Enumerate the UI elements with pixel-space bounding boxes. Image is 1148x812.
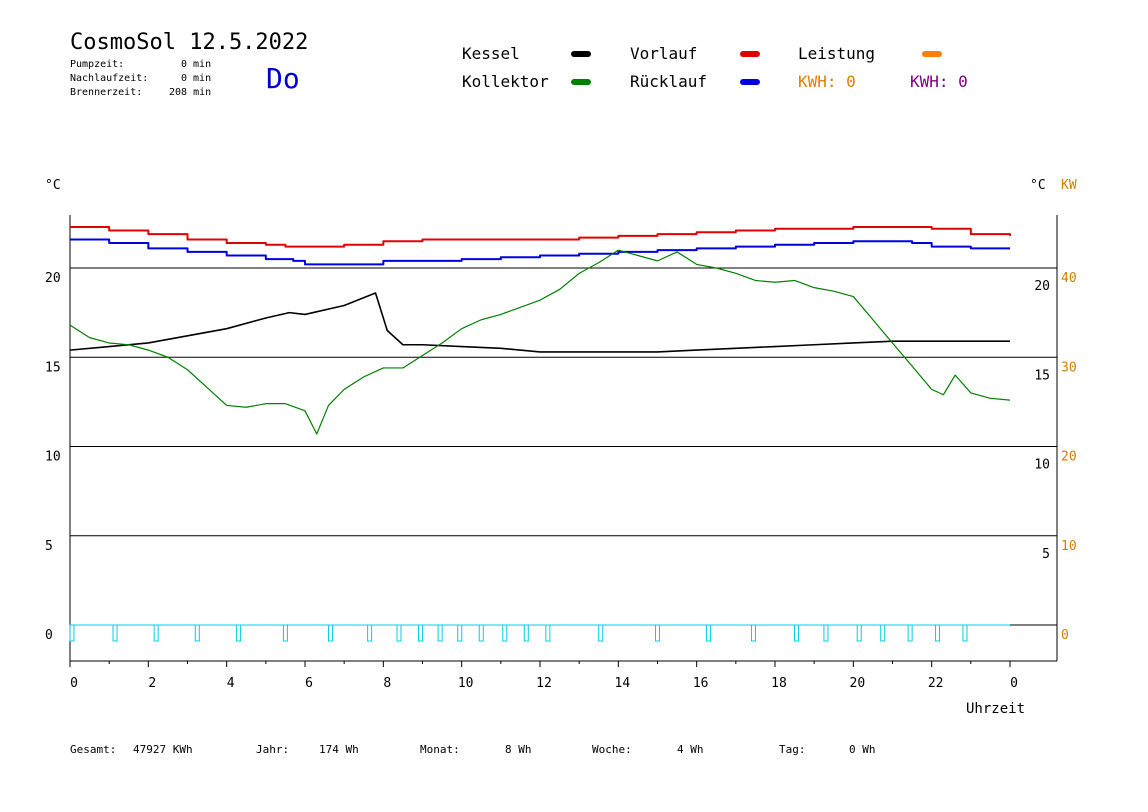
pump-pulse xyxy=(523,624,529,642)
legend-leistung-swatch xyxy=(922,51,942,57)
legend-kessel-swatch xyxy=(571,51,591,57)
x-tick-label: 12 xyxy=(536,676,552,691)
pump-pulse xyxy=(418,624,424,642)
x-tick-label: 8 xyxy=(383,676,391,691)
pump-pulse xyxy=(856,624,862,642)
y-right-tick-label: 10 xyxy=(1034,458,1050,473)
pump-pulse xyxy=(907,624,913,642)
y-left-tick-label: 20 xyxy=(45,271,61,286)
legend-kwh-total: KWH: 0 xyxy=(910,72,968,91)
pump-pulse xyxy=(705,624,711,642)
stat-gesamt-label: Gesamt: xyxy=(70,743,117,756)
pumpzeit-value: 0 min xyxy=(181,59,212,70)
x-tick-label: 16 xyxy=(693,676,709,691)
y-left-tick-label: 10 xyxy=(45,450,61,465)
pump-pulse xyxy=(655,624,660,642)
weekday-label: Do xyxy=(266,62,300,95)
legend-kollektor-swatch xyxy=(571,79,591,85)
page-title: CosmoSol 12.5.2022 xyxy=(70,30,309,55)
pump-pulse xyxy=(327,624,333,642)
y-left-tick-label: 0 xyxy=(45,628,53,643)
brenner-label: Brennerzeit: xyxy=(70,87,143,98)
pump-pulse xyxy=(153,624,159,642)
legend-ruecklauf-label: Rücklauf xyxy=(630,72,708,91)
y-left-tick-label: 15 xyxy=(45,360,61,375)
pumpzeit-label: Pumpzeit: xyxy=(70,59,125,70)
y-right-tick-label: 15 xyxy=(1034,368,1050,383)
pump-pulse xyxy=(396,624,402,642)
pump-pulse xyxy=(112,624,118,642)
pump-pulse xyxy=(235,624,241,642)
stat-monat-label: Monat: xyxy=(420,743,460,756)
stat-jahr-label: Jahr: xyxy=(256,743,290,756)
nachlauf-value: 0 min xyxy=(181,73,212,84)
series-line-rücklauf xyxy=(70,238,1010,266)
stat-gesamt-value: 47927 KWh xyxy=(133,743,193,756)
stat-jahr-value: 174 Wh xyxy=(319,743,359,756)
pump-pulse xyxy=(962,624,968,642)
legend-kessel-label: Kessel xyxy=(462,44,520,63)
x-tick-label: 2 xyxy=(148,676,156,691)
y-left-tick-label: 5 xyxy=(45,539,53,554)
y-right-kw-tick-label: 40 xyxy=(1061,271,1077,286)
stat-tag-label: Tag: xyxy=(779,743,806,756)
y-right-tick-label: 5 xyxy=(1042,547,1050,562)
brenner-value: 208 min xyxy=(169,87,212,98)
nachlauf-label: Nachlaufzeit: xyxy=(70,73,149,84)
left-axis-unit: °C xyxy=(45,178,61,193)
pump-pulse xyxy=(69,624,75,642)
x-tick-label: 4 xyxy=(227,676,235,691)
legend-kwh-leistung: KWH: 0 xyxy=(798,72,856,91)
legend-leistung-label: Leistung xyxy=(798,44,876,63)
pump-pulse xyxy=(545,624,551,642)
x-tick-label: 10 xyxy=(458,676,474,691)
series-line-vorlauf xyxy=(70,225,1011,248)
x-tick-label: 6 xyxy=(305,676,313,691)
pump-pulse xyxy=(794,624,800,642)
pump-pulse xyxy=(282,624,288,642)
pump-pulse xyxy=(367,624,373,642)
pump-pulse xyxy=(502,624,508,642)
x-tick-label: 14 xyxy=(615,676,631,691)
stat-tag-value: 0 Wh xyxy=(849,743,876,756)
right-axis-unit: °C xyxy=(1030,178,1046,193)
series-line-kessel xyxy=(69,292,1010,353)
legend-vorlauf-label: Vorlauf xyxy=(630,44,698,63)
y-right-kw-tick-label: 30 xyxy=(1061,360,1077,375)
stat-monat-value: 8 Wh xyxy=(505,743,532,756)
pump-pulse xyxy=(194,624,200,642)
x-tick-label: 0 xyxy=(70,676,78,691)
x-axis-label: Uhrzeit xyxy=(966,701,1026,717)
y-right-kw-tick-label: 20 xyxy=(1061,450,1077,465)
pump-pulse xyxy=(750,624,756,642)
pump-pulse xyxy=(437,624,443,642)
stat-woche-value: 4 Wh xyxy=(677,743,704,756)
x-tick-label: 22 xyxy=(928,676,944,691)
y-right-kw-tick-label: 10 xyxy=(1061,539,1077,554)
pump-pulse xyxy=(457,624,463,642)
pump-pulse xyxy=(935,624,941,642)
stat-woche-label: Woche: xyxy=(592,743,632,756)
right-axis-kw-unit: KW xyxy=(1061,178,1077,193)
legend-vorlauf-swatch xyxy=(740,51,760,57)
x-tick-label: 0 xyxy=(1010,676,1018,691)
legend-ruecklauf-swatch xyxy=(740,79,760,85)
legend-kollektor-label: Kollektor xyxy=(462,72,549,91)
x-tick-label: 18 xyxy=(771,676,787,691)
pump-pulse xyxy=(598,624,604,642)
series-line-kollektor xyxy=(69,249,1011,435)
x-tick-label: 20 xyxy=(850,676,866,691)
pump-pulse xyxy=(823,624,829,642)
pump-pulse xyxy=(880,624,886,642)
y-right-kw-tick-label: 0 xyxy=(1061,628,1069,643)
pump-pulse xyxy=(478,624,484,642)
y-right-tick-label: 20 xyxy=(1034,279,1050,294)
